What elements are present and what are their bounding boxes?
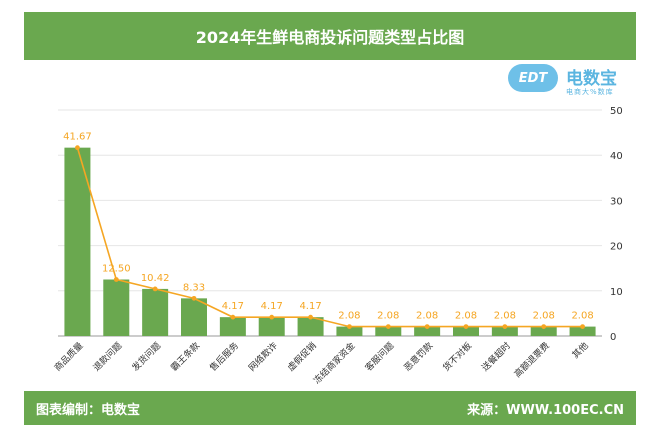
x-tick-label: 霸王条款 [168, 340, 202, 374]
bar [336, 326, 363, 336]
data-label: 2.08 [455, 311, 477, 322]
footer-bar: 图表编制：电数宝 来源：WWW.100EC.CN [24, 391, 636, 425]
data-label: 4.17 [261, 301, 283, 312]
data-label: 8.33 [183, 282, 205, 293]
bar [569, 326, 596, 336]
x-tick-label: 货不对板 [440, 340, 474, 374]
line-point [113, 277, 119, 282]
line-point [580, 324, 585, 329]
data-label: 2.08 [533, 311, 555, 322]
data-label: 10.42 [141, 273, 170, 284]
x-tick-label: 高额退票费 [512, 340, 552, 380]
brand-logo: EDT 电数宝 电商大%数库 [508, 60, 632, 100]
line-point [230, 314, 236, 320]
trend-line [76, 147, 583, 328]
x-tick-label: 送餐超时 [479, 340, 513, 374]
x-tick-label: 商品质量 [52, 340, 86, 374]
bar [219, 317, 246, 336]
cloud-logo-icon: EDT [508, 64, 558, 92]
data-label: 2.08 [416, 311, 438, 322]
line-point [308, 314, 313, 320]
data-label: 2.08 [494, 311, 516, 322]
footer-credit: 图表编制：电数宝 [36, 402, 141, 418]
bar [491, 326, 518, 336]
x-tick-label: 网络欺诈 [246, 340, 280, 374]
x-tick-label: 发货问题 [129, 340, 163, 374]
logo-tagline: 电商大%数库 [566, 88, 614, 96]
bar [181, 298, 207, 336]
line-point [269, 314, 275, 320]
line-point [152, 286, 158, 292]
chart-title-bar: 2024年生鲜电商投诉问题类型占比图 [24, 12, 636, 60]
data-label: 2.08 [571, 311, 593, 322]
bar [414, 326, 441, 336]
bar [453, 326, 479, 336]
bar [258, 317, 285, 336]
data-label: 2.08 [377, 311, 399, 322]
x-tick-label: 冻结商家资金 [311, 340, 358, 387]
y-tick-label: 20 [610, 242, 623, 253]
data-label: 4.17 [222, 301, 244, 312]
bar [297, 317, 324, 336]
y-tick-label: 40 [610, 151, 623, 162]
x-tick-label: 其他 [569, 340, 590, 361]
x-tick-label: 恶意罚款 [401, 340, 435, 374]
line-point [347, 324, 352, 329]
logo-mark: EDT [518, 70, 548, 86]
line-point [463, 324, 469, 329]
line-point [424, 324, 430, 329]
line-point [541, 324, 547, 329]
bar [142, 288, 169, 336]
x-tick-label: 虚假促销 [285, 340, 319, 374]
data-label: 41.67 [63, 132, 92, 143]
bar [103, 279, 130, 336]
bar [375, 326, 402, 336]
x-tick-label: 退款问题 [90, 340, 124, 374]
line-point [191, 295, 197, 301]
logo-name: 电数宝 [566, 69, 617, 89]
footer-source: 来源：WWW.100EC.CN [467, 402, 624, 418]
x-tick-label: 客服问题 [362, 340, 396, 374]
x-tick-label: 售后服务 [207, 340, 241, 374]
line-point [385, 324, 391, 329]
y-tick-label: 30 [610, 196, 623, 207]
bar [530, 326, 557, 336]
line-point [502, 324, 508, 329]
chart-title: 2024年生鲜电商投诉问题类型占比图 [195, 28, 465, 47]
line-point [75, 145, 80, 151]
y-tick-label: 0 [610, 332, 616, 343]
data-label: 2.08 [338, 311, 360, 322]
data-label: 4.17 [299, 301, 321, 312]
y-tick-label: 50 [610, 106, 623, 117]
y-tick-label: 10 [610, 287, 623, 298]
data-label: 12.50 [102, 264, 131, 275]
